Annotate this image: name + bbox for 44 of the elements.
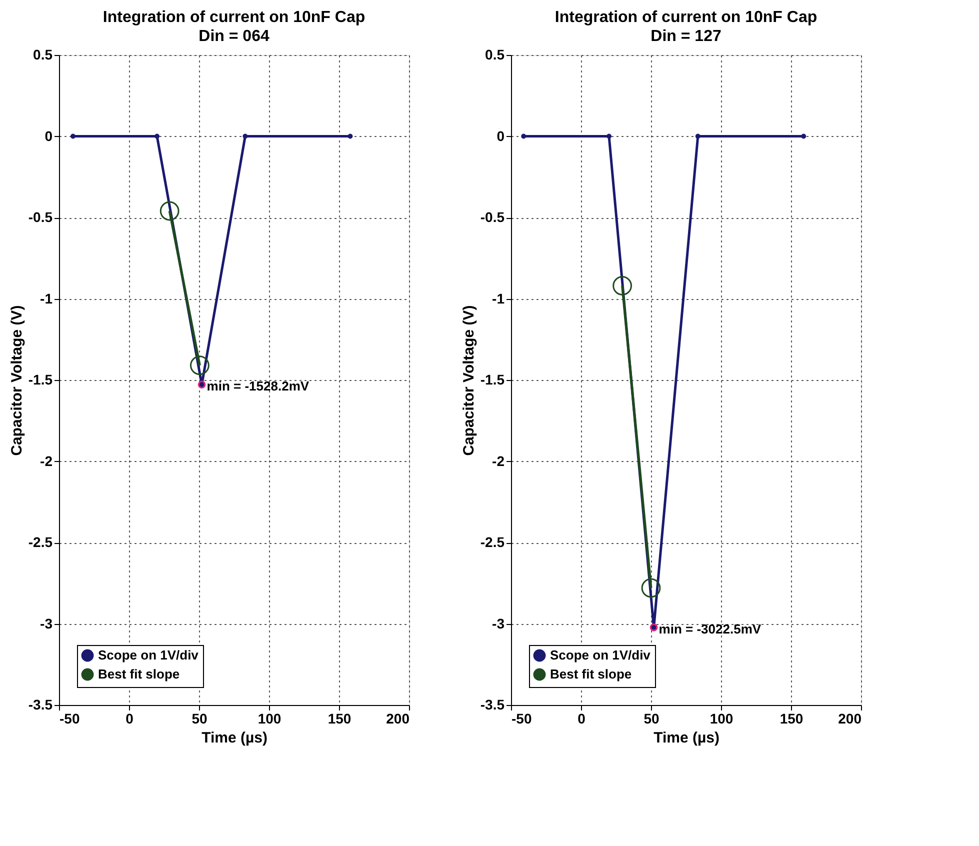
chart-subtitle: Din = 064 [198,28,270,45]
y-tick-label: -3 [40,615,53,632]
annotation: min = -1528.2mV [206,378,310,394]
x-tick-label: 100 [710,710,734,726]
x-tick-label: 50 [644,710,660,726]
x-tick-label: 0 [578,710,586,726]
y-tick-label: -2.5 [28,534,53,550]
legend-label: Best fit slope [98,666,180,682]
y-tick-label: -3 [492,615,505,632]
y-tick-label: -1 [40,290,53,306]
legend-label: Best fit slope [550,666,632,682]
x-axis-title: Time (µs) [654,730,720,746]
x-axis-title: Time (µs) [202,730,268,746]
chart-title: Integration of current on 10nF Cap [102,9,366,26]
x-tick-label: -50 [60,710,80,726]
annotation: min = -3022.5mV [658,621,762,636]
x-tick-label: 150 [780,710,804,726]
y-tick-label: 0 [44,128,53,144]
y-tick-label: -1.5 [28,372,53,388]
chart-subtitle: Din = 127 [650,28,722,45]
y-tick-label: -1 [492,290,505,306]
x-tick-label: 100 [258,710,282,726]
x-tick-label: 200 [386,710,410,726]
x-tick-label: 150 [328,710,352,726]
y-tick-label: -0.5 [28,209,53,225]
legend-label: Scope on 1V/div [98,648,200,662]
y-axis-title: Capacitor Voltage (V) [460,305,478,456]
x-tick-label: -50 [512,710,532,726]
x-tick-label: 50 [192,710,208,726]
y-tick-label: -2 [492,452,505,469]
y-tick-label: -3.5 [28,696,53,712]
legend-label: Scope on 1V/div [550,648,652,662]
y-axis-title: Capacitor Voltage (V) [8,305,26,456]
x-tick-label: 0 [126,710,134,726]
y-tick-label: -1.5 [480,372,505,388]
y-tick-label: -2 [40,452,53,469]
y-tick-label: 0.5 [485,46,505,62]
y-tick-label: -2.5 [480,534,505,550]
x-tick-label: 200 [838,710,862,726]
chart-title: Integration of current on 10nF Cap [554,9,818,26]
y-tick-label: 0 [496,128,505,144]
y-tick-label: 0.5 [33,46,53,62]
y-tick-label: -3.5 [480,696,505,712]
y-tick-label: -0.5 [480,209,505,225]
